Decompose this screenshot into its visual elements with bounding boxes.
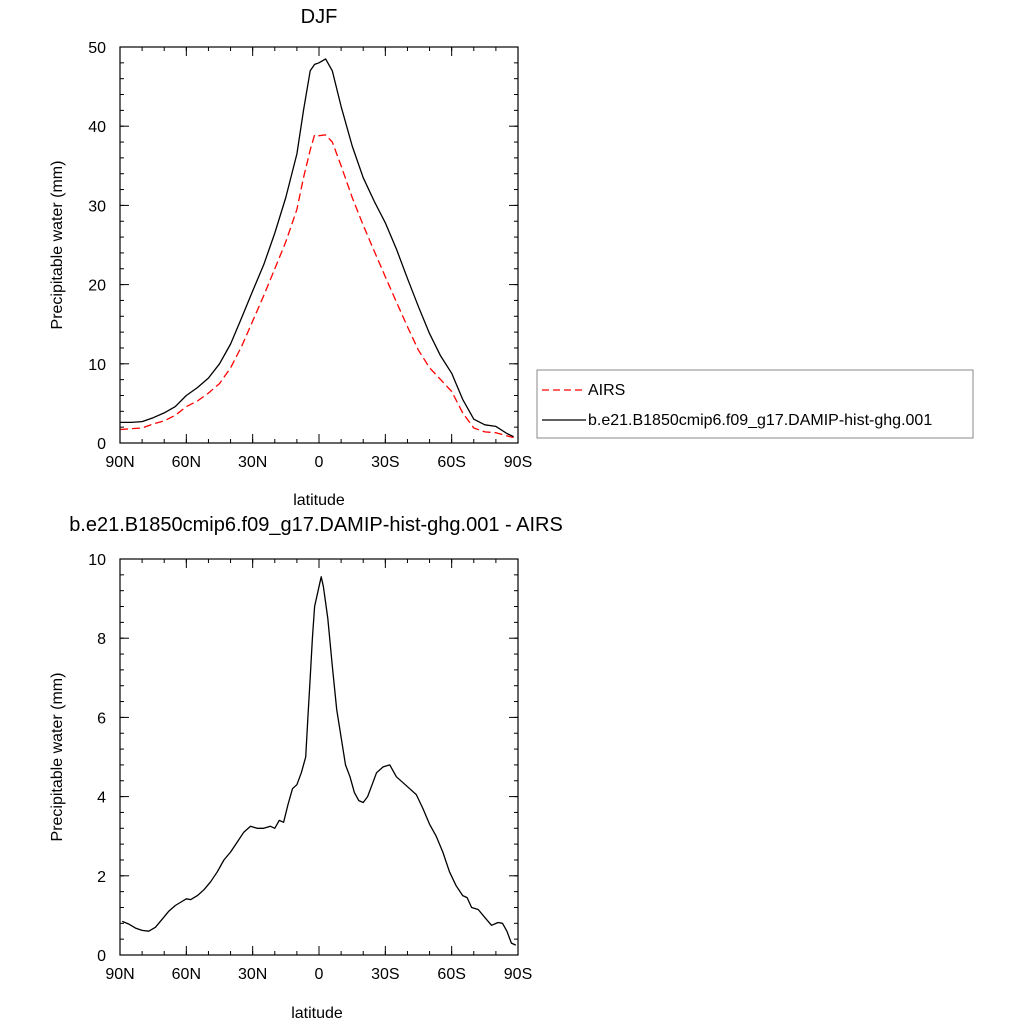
top-chart-series-line-1 <box>120 58 514 438</box>
bottom-chart-lines <box>121 576 517 946</box>
bottom-chart-series-line-0 <box>121 576 517 946</box>
bottom-chart-ytick-label: 8 <box>97 631 106 648</box>
bottom-chart-ytick-label: 2 <box>97 869 106 886</box>
bottom-chart-xtick-label: 30N <box>238 966 267 983</box>
top-chart-xtick-label: 90N <box>105 454 134 471</box>
top-chart-xtick-label: 30N <box>238 454 267 471</box>
top-chart-xtick-label: 60S <box>437 454 465 471</box>
bottom-chart-title: b.e21.B1850cmip6.f09_g17.DAMIP-hist-ghg.… <box>69 514 563 536</box>
legend-label-airs: AIRS <box>588 382 625 399</box>
top-chart-ytick-label: 30 <box>88 198 106 215</box>
bottom-chart-xtick-label: 60N <box>172 966 201 983</box>
bottom-chart-xtick-label: 0 <box>315 966 324 983</box>
bottom-chart-ytick-label: 10 <box>88 552 106 569</box>
bottom-chart-ticks: 90N 60N 30N 0 30S 60S 90S 0 2 4 6 8 10 <box>88 552 532 983</box>
top-chart-frame <box>119 46 519 444</box>
bottom-chart-xlabel: latitude <box>291 1005 343 1022</box>
top-chart-xlabel: latitude <box>293 492 345 509</box>
legend-box <box>536 369 974 439</box>
top-chart-ytick-label: 10 <box>88 357 106 374</box>
bottom-chart-xtick-label: 60S <box>437 966 465 983</box>
top-chart-xtick-label: 90S <box>504 454 532 471</box>
top-chart-ytick-label: 20 <box>88 278 106 295</box>
bottom-chart: b.e21.B1850cmip6.f09_g17.DAMIP-hist-ghg.… <box>49 514 563 1022</box>
top-chart-xtick-label: 30S <box>371 454 399 471</box>
top-chart-ytick-label: 0 <box>97 436 106 453</box>
bottom-chart-xtick-label: 90S <box>504 966 532 983</box>
top-chart-title: DJF <box>301 6 338 28</box>
top-chart-xtick-label: 0 <box>315 454 324 471</box>
bottom-chart-ytick-label: 4 <box>97 790 106 807</box>
bottom-chart-ytick-label: 6 <box>97 710 106 727</box>
bottom-chart-xtick-label: 90N <box>105 966 134 983</box>
top-chart-ticks: 90N 60N 30N 0 30S 60S 90S 0 10 20 30 40 50 <box>88 40 532 471</box>
bottom-chart-xtick-label: 30S <box>371 966 399 983</box>
top-chart-xtick-label: 60N <box>172 454 201 471</box>
top-chart-ytick-label: 50 <box>88 40 106 57</box>
bottom-chart-ytick-label: 0 <box>97 948 106 965</box>
top-chart: DJF 90N 60N 30N 0 30S 60S 90S 0 10 20 30 40 50 latit… <box>49 6 532 509</box>
top-chart-lines <box>119 58 514 439</box>
top-chart-ylabel: Precipitable water (mm) <box>49 161 66 330</box>
legend-label-model: b.e21.B1850cmip6.f09_g17.DAMIP-hist-ghg.… <box>588 412 932 429</box>
bottom-chart-frame <box>119 558 519 956</box>
bottom-chart-ylabel: Precipitable water (mm) <box>49 673 66 842</box>
top-chart-series-line-0 <box>119 134 514 439</box>
top-chart-ytick-label: 40 <box>88 119 106 136</box>
legend: AIRS b.e21.B1850cmip6.f09_g17.DAMIP-hist… <box>536 369 974 439</box>
